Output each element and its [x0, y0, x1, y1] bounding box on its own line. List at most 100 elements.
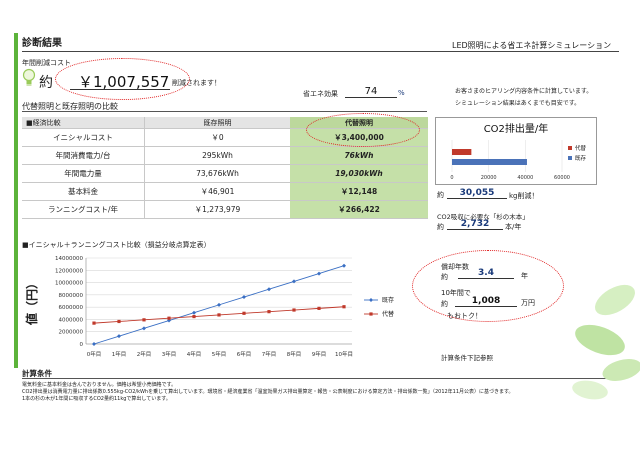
line-point-代替: [167, 316, 171, 320]
line-x-tick-label: 6年目: [237, 350, 252, 358]
line-point-既存: [267, 287, 271, 292]
co2-legend-label: 代替: [575, 144, 587, 152]
footer-right-note: 計算条件下記参照: [441, 354, 493, 362]
line-y-tick-label: 8000000: [59, 293, 84, 299]
conditions-title: 計算条件: [22, 369, 52, 378]
co2-bar-既存: [452, 159, 527, 165]
co2-tick-label: 20000: [481, 175, 497, 181]
row-label: ランニングコスト/年: [22, 200, 145, 219]
compare-heading: 代替照明と既存照明の比較: [22, 102, 118, 111]
decorative-leaves: [572, 284, 640, 400]
co2-legend-label: 既存: [575, 154, 587, 162]
row-existing: ￥1,273,979: [143, 200, 290, 219]
co2-tick-label: 40000: [517, 175, 533, 181]
line-point-代替: [117, 319, 121, 324]
col-existing-header: 既存照明: [143, 117, 290, 129]
line-y-tick-label: 12000000: [55, 268, 83, 274]
co2-reduction-unit: kg削減！: [509, 192, 539, 200]
row-existing: 73,676kWh: [143, 164, 290, 183]
highlight-oval-payback: [412, 250, 564, 322]
line-point-既存: [142, 326, 146, 331]
trees-label: CO2吸収に必要な「杉の木本」: [437, 213, 529, 221]
co2-reduction-value: 30,055: [447, 188, 507, 199]
line-x-tick-label: 3年目: [162, 350, 177, 358]
line-y-tick-label: 2000000: [59, 330, 84, 336]
line-point-既存: [342, 263, 346, 268]
co2-tick-label: 60000: [554, 175, 570, 181]
page-title: 診断結果: [22, 38, 62, 49]
line-x-tick-label: 7年目: [262, 350, 277, 358]
condition-line-2: CO2排出量は消費電力量に排出係数0.555kg-CO2/kWhを乗じて算出して…: [22, 389, 514, 395]
note-line-2: シミュレーション結果はあくまでも目安です。: [455, 100, 581, 107]
row-alt: 19,030kWh: [289, 164, 428, 183]
line-x-tick-label: 2年目: [137, 350, 152, 358]
line-x-tick-label: 5年目: [212, 350, 227, 358]
line-x-tick-label: 9年目: [312, 350, 327, 358]
line-point-代替: [192, 314, 196, 319]
co2-legend-swatch: [568, 146, 572, 150]
line-legend-marker: [369, 298, 373, 302]
line-point-既存: [317, 271, 321, 276]
line-point-代替: [92, 321, 96, 325]
co2-chart-frame: CO2排出量/年 0 20000 40000 60000 代替既存: [435, 117, 597, 185]
line-point-代替: [342, 305, 346, 309]
line-point-既存: [192, 310, 196, 315]
trees-value: 2,732: [447, 219, 503, 230]
line-point-既存: [92, 342, 96, 346]
table-row: 年間消費電力/台 295kWh 76kWh: [22, 146, 428, 165]
header-divider: [22, 51, 619, 52]
line-point-既存: [292, 279, 296, 284]
page-subtitle: LED照明による省エネ計算シミュレーション: [452, 41, 612, 50]
line-point-代替: [217, 313, 221, 317]
table-row: 年間電力量 73,676kWh 19,030kWh: [22, 164, 428, 183]
table-title: ■経済比較: [22, 117, 145, 129]
conditions-divider: [22, 378, 612, 379]
line-point-代替: [242, 311, 246, 315]
line-y-tick-label: 6000000: [59, 305, 84, 311]
row-label: 年間消費電力/台: [22, 146, 145, 165]
note-line-1: お客さまのヒアリング内容条件に計算しています。: [455, 88, 593, 95]
row-alt: ￥266,422: [289, 200, 428, 219]
line-legend-label: 既存: [382, 296, 394, 304]
row-existing: ￥46,901: [143, 182, 290, 201]
line-point-代替: [317, 306, 321, 310]
line-x-tick-label: 8年目: [287, 350, 302, 358]
line-point-既存: [117, 334, 121, 339]
line-point-代替: [292, 308, 296, 312]
condition-line-3: 1本の杉の木が1年間に吸収するCO2量約11kgで算出しています。: [22, 396, 171, 402]
co2-bar-代替: [452, 149, 472, 155]
co2-chart-title: CO2排出量/年: [484, 122, 549, 135]
line-point-既存: [242, 295, 246, 300]
row-alt: ￥12,148: [289, 182, 428, 201]
highlight-oval-reduction: [55, 58, 190, 100]
line-point-代替: [142, 318, 146, 322]
line-x-tick-label: 0年目: [87, 350, 102, 358]
reduction-prefix: 約: [39, 75, 53, 91]
row-existing: 295kWh: [143, 146, 290, 165]
lightbulb-icon: [22, 68, 36, 92]
co2-legend-swatch: [568, 156, 572, 160]
line-point-代替: [267, 310, 271, 314]
efficiency-label: 省エネ効果: [303, 90, 338, 98]
line-legend-marker: [369, 312, 373, 316]
condition-line-1: 電気料金に基本料金は含んでおりません。価格は希望小売価格です。: [22, 382, 177, 388]
line-point-既存: [217, 302, 221, 307]
trees-prefix: 約: [437, 223, 444, 231]
table-row: 基本料金 ￥46,901 ￥12,148: [22, 182, 428, 201]
co2-tick-label: 0: [450, 175, 453, 181]
row-label: 年間電力量: [22, 164, 145, 183]
row-label: 基本料金: [22, 182, 145, 201]
line-legend-label: 代替: [382, 310, 394, 318]
line-chart-heading: ■イニシャル＋ランニングコスト比較（損益分岐点算定表）: [22, 241, 211, 249]
line-y-tick-label: 4000000: [59, 317, 84, 323]
trees-unit: 本/年: [505, 223, 522, 231]
accent-bar: [14, 33, 18, 368]
line-y-tick-label: 10000000: [55, 281, 83, 287]
row-existing: ￥0: [143, 128, 290, 147]
efficiency-unit: %: [398, 89, 405, 97]
line-y-tick-label: 0: [80, 342, 84, 348]
row-alt: 76kWh: [289, 146, 428, 165]
co2-reduction-prefix: 約: [437, 191, 444, 199]
efficiency-value: 74: [345, 86, 397, 98]
